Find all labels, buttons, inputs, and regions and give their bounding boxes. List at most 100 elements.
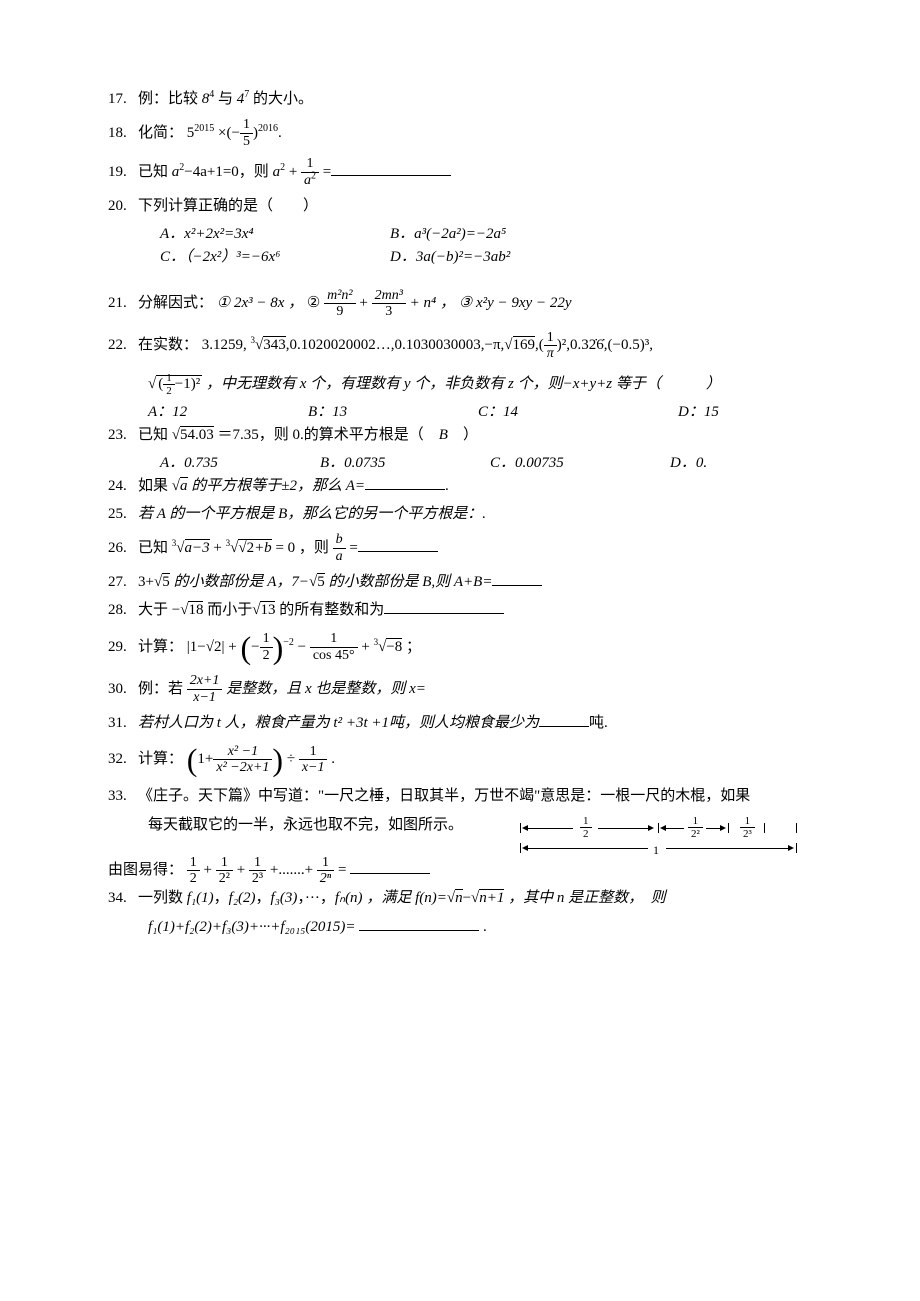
q21-p1: ① 2x³ − 8x ， [217,295,303,311]
q20-text: 下列计算正确的是（ ） [138,198,318,214]
q34-minus: − [463,890,471,906]
question-28: 28. 大于 −√18 而小于√13 的所有整数和为 [108,599,820,622]
q23-ans: B [439,427,448,443]
q19-body: 已知 a2−4a+1=0，则 a2 + 1a2 = [138,156,820,189]
question-29: 29. 计算： |1−√2| + (−12)−2 − 1cos 45° + 3√… [108,628,820,667]
q32-rp: ) [272,742,283,778]
question-23: 23. 已知 √54.03 ＝7.35，则 0.的算术平方根是（ B ） [108,424,820,447]
question-18: 18. 化简： 52015 ×(−15)2016. [108,117,820,150]
q22-cbrt: 3√343 [251,337,286,353]
q34-s1: n [455,889,463,906]
q32-label: 计算： [138,751,183,767]
q23-num: 23. [108,424,138,447]
q24-pre: 如果 [138,478,168,494]
q24-num: 24. [108,475,138,498]
q21-f2: 2mn³3 [372,288,406,320]
question-17: 17. 例：比较 84 与 47 的大小。 [108,88,820,111]
q26-c1: a−3 [185,539,210,556]
q30-pre: 例：若 [138,681,183,697]
q34-pre: 一列数 [138,890,187,906]
q22-num: 22. [108,329,138,362]
q33-tn: 12ⁿ [317,855,334,887]
q28-body: 大于 −√18 而小于√13 的所有整数和为 [138,599,820,622]
q18-fb: 5 [240,134,253,149]
q23-d: D．0. [670,452,707,475]
q33-blank [350,859,430,874]
q29-fr1: 12 [260,631,273,663]
q31-pre: 若村人口为 t 人，粮食产量为 t² +3t +1吨，则人均粮食最少为 [138,715,539,731]
q34-end: . [483,919,487,935]
q33-diagram: 12 12² 12³ 1 [520,823,800,873]
q22-sqrt2: √(12−1)² [148,375,202,392]
question-20: 20. 下列计算正确的是（ ） [108,195,820,218]
q21-p2post: + n⁴ ， [410,295,455,311]
q23-pre: 已知 [138,427,168,443]
q28-pre: 大于 − [138,602,180,618]
q34-blank [359,916,479,931]
question-26: 26. 已知 3√a−3 + 3√√2+b = 0 ，则 ba = [108,532,820,565]
q18-ft: 1 [240,117,253,133]
question-34: 34. 一列数 f₁(1)，f₂(2)，f₃(3)，···，fₙ(n) ，满足 … [108,887,820,910]
q27-s2: 5 [317,573,325,590]
q32-lp: ( [187,742,198,778]
q34-f2: f₂(2) [229,890,256,906]
q23-c: C．0.00735 [490,452,670,475]
q28-num: 28. [108,599,138,622]
q33-t2: 12² [216,855,233,887]
q22-l4: )²,0.32̇6̇,(−0.5)³, [557,337,653,353]
q21-body: 分解因式： ① 2x³ − 8x ， ② m²n²9 + 2mn³3 + n⁴ … [138,284,820,323]
q18-e1: 2015 [194,123,214,134]
q34-s2: n+1 [479,889,504,906]
q22-d: D：15 [678,401,719,424]
q22-fr: 1π [544,330,557,362]
q20-num: 20. [108,195,138,218]
dia-q: 12² [688,815,703,840]
q28-post: 的所有整数和为 [279,602,384,618]
q17-body: 例：比较 84 与 47 的大小。 [138,88,820,111]
q29-fr2: 1cos 45° [310,631,358,663]
q22-body: 在实数： 3.1259, 3√343,0.1020020002…,0.10300… [138,329,820,362]
q29-cb: −8 [386,638,402,655]
q34-l2: f₁(1)+f₂(2)+f₃(3)+···+f₂₀₁₅(2015)= . [148,916,820,939]
q27-mid: 的小数部份是 A，7− [173,574,309,590]
q24-body: 如果 √a 的平方根等于±2，那么 A=. [138,475,820,498]
q18-e2: 2016 [258,123,278,134]
q19-frac: 1a2 [301,156,319,188]
q19-plus: + [289,164,297,180]
q20-body: 下列计算正确的是（ ） [138,195,820,218]
q34-body: 一列数 f₁(1)，f₂(2)，f₃(3)，···，fₙ(n) ，满足 f(n)… [138,887,820,910]
q31-blank [539,712,589,727]
question-21: 21. 分解因式： ① 2x³ − 8x ， ② m²n²9 + 2mn³3 +… [108,284,820,323]
q19-v1s: 2 [280,162,285,173]
q18-mul: ×(− [218,125,240,141]
q33-l1: 《庄子。天下篇》中写道："一尺之棰，日取其半，万世不竭"意思是：一根一尺的木棍，… [138,785,820,808]
q29-body: 计算： |1−√2| + (−12)−2 − 1cos 45° + 3√−8 ； [138,628,820,667]
q33-dots: +.......+ [270,862,313,878]
q21-p3: ③ x²y − 9xy − 22y [459,295,572,311]
q17-aexp: 4 [209,89,214,100]
q22-l2text: ，中无理数有 x 个，有理数有 y 个，非负数有 z 个，则−x+y+z 等于（… [206,376,721,392]
q29-num: 29. [108,628,138,667]
q28-mid: 而小于 [207,602,252,618]
q27-body: 3+√5 的小数部份是 A，7−√5 的小数部份是 B,则 A+B= [138,571,820,594]
q34-fn: fₙ(n) [335,890,363,906]
q27-s1: 5 [162,573,170,590]
q22-a: A：12 [148,401,308,424]
q24-blank [365,475,445,490]
q20-c: C．（−2x²）³=−6x⁶ [160,246,390,269]
q29-rp: ) [273,629,284,665]
q17-post: 的大小。 [253,91,313,107]
q22-l3: ,( [535,337,544,353]
q19-v1: a [273,164,281,180]
q19-num: 19. [108,156,138,189]
q29-pe: −2 [283,637,294,648]
q22-b: B：13 [308,401,478,424]
q19-fb: a2 [301,173,319,188]
q25-text: 若 A 的一个平方根是 B，那么它的另一个平方根是：. [138,503,820,526]
q32-body: 计算： (1+x² −1x² −2x+1) ÷ 1x−1 . [138,740,820,779]
q28-blank [384,599,504,614]
q19-blank [331,161,451,176]
q26-eq2: = [349,540,357,556]
q21-p2pre: ② [307,295,320,311]
q33-num: 33. [108,785,138,808]
